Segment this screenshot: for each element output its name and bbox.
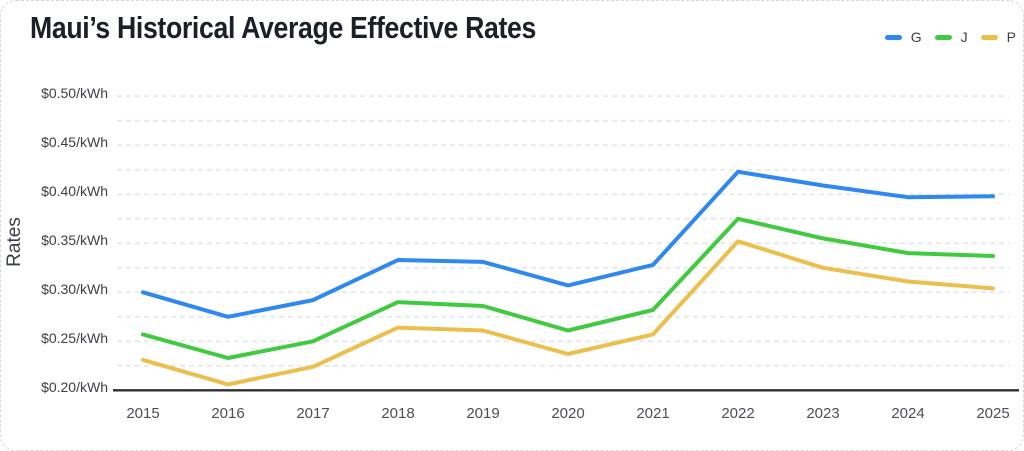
x-tick-label: 2022 — [721, 405, 755, 422]
chart-title: Maui’s Historical Average Effective Rate… — [30, 10, 536, 45]
legend-swatch-icon — [934, 34, 952, 40]
legend-item-G[interactable]: G — [884, 29, 922, 45]
legend-item-P[interactable]: P — [980, 29, 1016, 45]
series-line-P[interactable] — [141, 239, 995, 387]
y-tick-label: $0.45/kWh — [41, 134, 108, 151]
legend-item-J[interactable]: J — [934, 29, 968, 45]
series-line-J[interactable] — [141, 216, 995, 360]
x-tick-label: 2017 — [296, 405, 330, 422]
y-tick-label: $0.40/kWh — [41, 183, 108, 200]
x-tick-label: 2015 — [126, 405, 160, 422]
y-tick-label: $0.50/kWh — [41, 85, 108, 102]
y-tick-label: $0.35/kWh — [41, 232, 108, 249]
x-tick-label: 2021 — [636, 405, 670, 422]
x-tick-label: 2016 — [211, 405, 245, 422]
x-tick-label: 2023 — [806, 405, 840, 422]
legend-swatch-icon — [980, 34, 998, 40]
legend-label: P — [1006, 29, 1016, 45]
x-tick-label: 2019 — [466, 405, 500, 422]
y-tick-label: $0.30/kWh — [41, 281, 108, 298]
x-tick-label: 2020 — [551, 405, 585, 422]
legend-label: G — [910, 29, 922, 45]
x-tick-label: 2018 — [381, 405, 415, 422]
legend-swatch-icon — [884, 34, 902, 40]
y-tick-label: $0.20/kWh — [41, 379, 108, 396]
y-tick-label: $0.25/kWh — [41, 330, 108, 347]
series-line-G[interactable] — [141, 169, 995, 319]
legend-label: J — [960, 29, 968, 45]
x-tick-label: 2025 — [976, 405, 1010, 422]
x-tick-label: 2024 — [891, 405, 925, 422]
